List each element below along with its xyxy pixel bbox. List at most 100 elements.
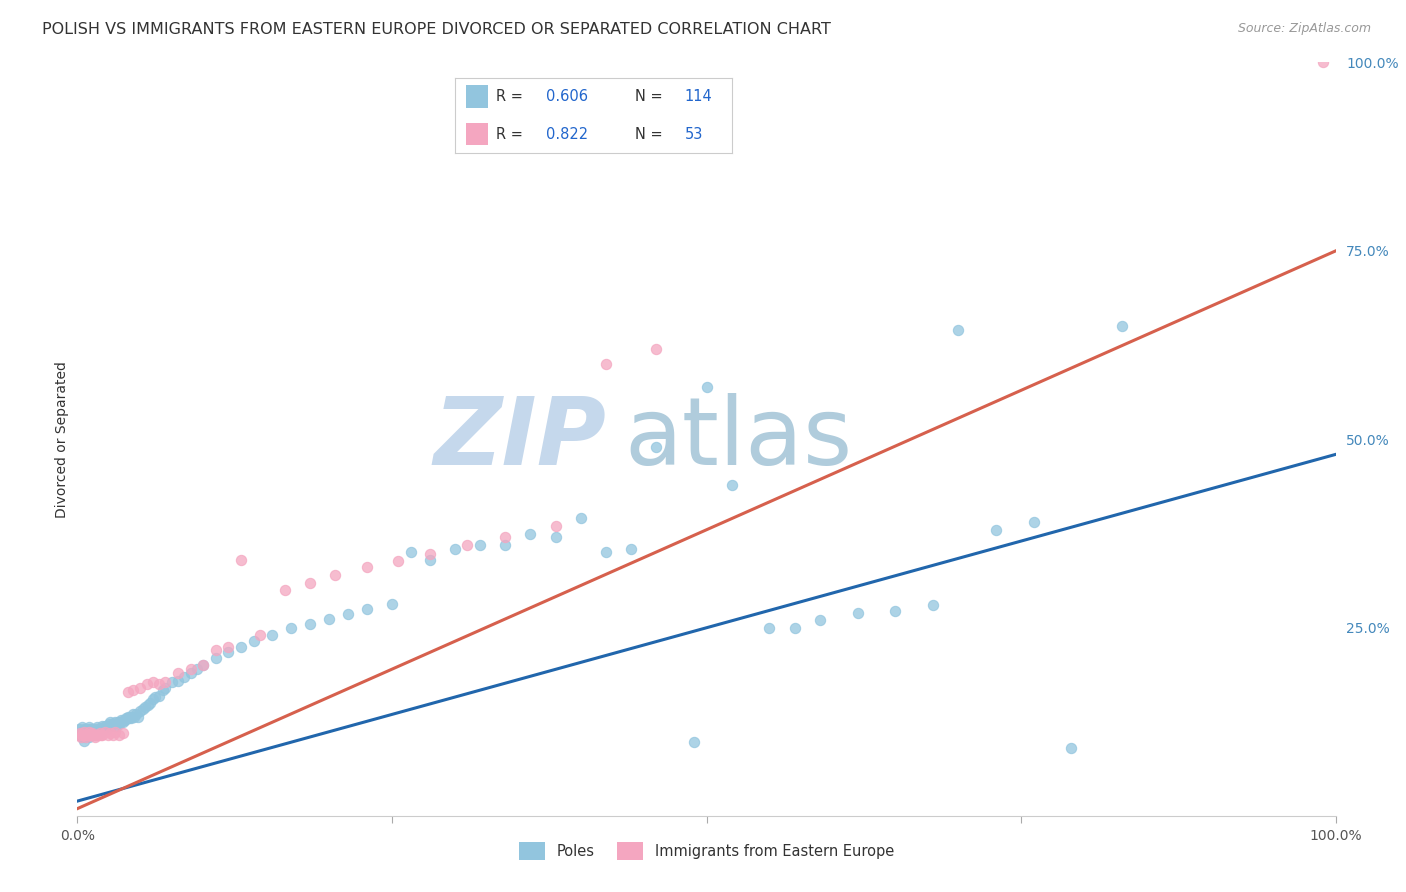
Point	[111, 714, 134, 729]
Point	[94, 724, 117, 739]
Point	[76, 724, 98, 739]
Point	[132, 702, 155, 716]
Point	[67, 723, 90, 737]
Point	[299, 617, 322, 632]
Point	[884, 604, 907, 618]
Point	[94, 719, 117, 733]
Point	[87, 726, 110, 740]
Point	[155, 681, 177, 695]
Point	[72, 728, 94, 742]
Point	[1060, 741, 1083, 756]
Point	[69, 726, 91, 740]
Point	[96, 728, 118, 742]
Point	[105, 719, 128, 733]
Point	[108, 714, 131, 729]
Point	[89, 723, 111, 737]
Point	[91, 723, 114, 737]
Point	[108, 717, 131, 731]
Point	[77, 724, 100, 739]
Point	[115, 711, 138, 725]
Point	[79, 726, 101, 740]
Point	[77, 730, 100, 744]
Point	[72, 720, 94, 734]
Point	[98, 714, 121, 729]
Point	[620, 541, 643, 556]
Point	[136, 698, 159, 712]
Point	[242, 634, 264, 648]
Point	[101, 728, 124, 742]
Point	[519, 526, 541, 541]
Point	[204, 643, 226, 657]
Point	[645, 342, 668, 356]
Point	[984, 523, 1007, 537]
Text: 53: 53	[685, 127, 703, 142]
Point	[75, 726, 97, 740]
Point	[96, 719, 118, 733]
Point	[191, 658, 215, 673]
Point	[110, 713, 132, 727]
Point	[80, 728, 103, 742]
Point	[142, 692, 165, 706]
Point	[1022, 515, 1045, 529]
Text: ZIP: ZIP	[433, 393, 606, 485]
Point	[89, 726, 111, 740]
Point	[808, 613, 831, 627]
Text: 0.606: 0.606	[546, 89, 588, 103]
Point	[1111, 319, 1133, 334]
Point	[846, 606, 869, 620]
Point	[76, 728, 98, 742]
Point	[80, 724, 103, 739]
Point	[86, 724, 108, 739]
Point	[217, 640, 239, 654]
Point	[108, 728, 131, 742]
Point	[120, 711, 142, 725]
Point	[318, 612, 340, 626]
Point	[1312, 55, 1334, 70]
Point	[79, 723, 101, 737]
Point	[72, 724, 94, 739]
Point	[83, 728, 105, 742]
Point	[82, 726, 104, 740]
Point	[167, 665, 190, 680]
Y-axis label: Divorced or Separated: Divorced or Separated	[55, 361, 69, 517]
Point	[468, 538, 491, 552]
Point	[77, 720, 100, 734]
Point	[758, 621, 780, 635]
Point	[336, 607, 359, 622]
Point	[148, 689, 170, 703]
Point	[107, 714, 129, 729]
Point	[544, 530, 567, 544]
Point	[84, 723, 107, 737]
Point	[129, 704, 152, 718]
Point	[127, 709, 149, 723]
Point	[70, 724, 93, 739]
Point	[114, 713, 136, 727]
Point	[720, 477, 742, 491]
Point	[73, 728, 96, 742]
Point	[84, 726, 107, 740]
Point	[83, 724, 105, 739]
Point	[274, 583, 297, 598]
Point	[569, 511, 592, 525]
Text: R =: R =	[496, 89, 527, 103]
Point	[160, 675, 183, 690]
Point	[94, 720, 117, 734]
Point	[399, 545, 422, 559]
Point	[73, 730, 96, 744]
Point	[262, 628, 284, 642]
Point	[98, 726, 121, 740]
Point	[117, 709, 139, 723]
Point	[494, 530, 516, 544]
Point	[75, 730, 97, 744]
Point	[118, 711, 141, 725]
Point	[180, 662, 202, 676]
Point	[72, 733, 94, 747]
Point	[73, 724, 96, 739]
Point	[84, 730, 107, 744]
Point	[87, 728, 110, 742]
Legend: Poles, Immigrants from Eastern Europe: Poles, Immigrants from Eastern Europe	[513, 836, 900, 865]
Point	[544, 519, 567, 533]
Point	[683, 735, 706, 749]
Point	[90, 724, 112, 739]
Point	[70, 728, 93, 742]
